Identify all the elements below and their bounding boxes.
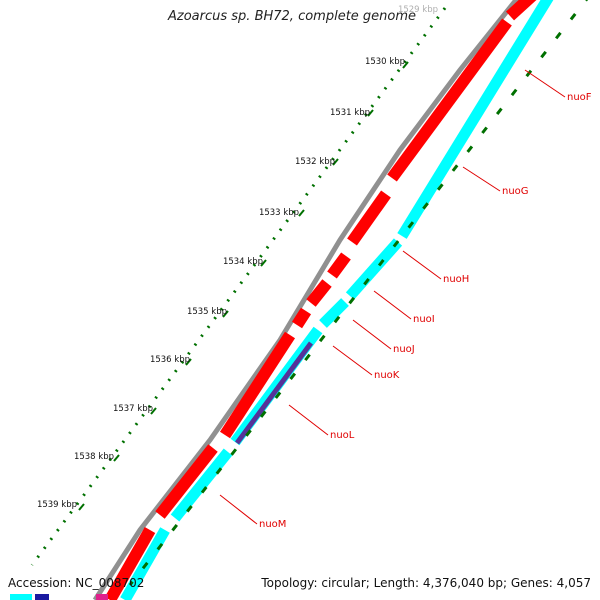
cds-forward-5 xyxy=(306,279,332,307)
forward-strand-track xyxy=(104,0,537,600)
genome-backbone xyxy=(92,0,520,600)
cds-reverse-3 xyxy=(319,298,349,328)
major-tick-1538 xyxy=(113,454,120,462)
cds-forward-2 xyxy=(387,18,512,182)
leader-nuoG xyxy=(462,166,501,192)
major-tick-1531 xyxy=(367,109,374,117)
cds-forward-3 xyxy=(347,190,391,246)
map-title: Azoarcus sp. BH72, complete genome xyxy=(168,9,417,24)
leader-nuoL xyxy=(288,404,329,436)
kbp-label-1533: 1533 kbp xyxy=(259,208,299,218)
leader-nuoJ xyxy=(352,319,392,350)
cds-forward-8 xyxy=(155,444,218,519)
gene-label-nuoF: nuoF xyxy=(567,92,592,103)
minor-tick-track xyxy=(128,0,589,586)
cds-forward-9 xyxy=(104,527,156,600)
major-tick-1536 xyxy=(185,358,192,366)
kbp-label-1534: 1534 kbp xyxy=(223,257,263,267)
inner-tick-line xyxy=(128,0,589,586)
major-tick-1533 xyxy=(298,209,305,217)
gene-label-nuoH: nuoH xyxy=(443,274,469,285)
leader-nuoF xyxy=(524,69,566,98)
cds-forward-4 xyxy=(327,252,351,279)
leader-nuoH xyxy=(402,250,442,280)
magenta-fragment xyxy=(96,594,108,600)
kbp-label-1535: 1535 kbp xyxy=(187,307,227,317)
kbp-label-1538: 1538 kbp xyxy=(74,452,114,462)
gene-label-nuoG: nuoG xyxy=(502,186,529,197)
gene-labels: nuoF nuoG nuoH nuoI nuoJ nuoK nuoL nuoM xyxy=(259,92,592,530)
kbp-labels: 1529 kbp 1530 kbp 1531 kbp 1532 kbp 1533… xyxy=(37,5,438,510)
dotted-scale-line xyxy=(30,7,447,566)
cds-reverse-5 xyxy=(170,448,233,522)
leader-nuoK xyxy=(332,345,373,376)
major-ticks xyxy=(78,61,409,511)
accession-text: Accession: NC_008702 xyxy=(8,576,145,590)
kbp-label-1530: 1530 kbp xyxy=(365,57,405,67)
major-tick-1539 xyxy=(78,503,85,511)
gene-label-nuoJ: nuoJ xyxy=(393,344,415,355)
kbp-label-1537: 1537 kbp xyxy=(113,404,153,414)
kbp-label-1536: 1536 kbp xyxy=(150,355,190,365)
kbp-label-1539: 1539 kbp xyxy=(37,500,77,510)
major-tick-1537 xyxy=(150,407,157,415)
cds-reverse-1 xyxy=(397,0,554,239)
cds-forward-7 xyxy=(219,331,296,439)
cds-forward-1 xyxy=(505,0,537,21)
gene-leader-lines xyxy=(219,69,566,525)
leader-nuoM xyxy=(219,494,258,525)
gene-label-nuoM: nuoM xyxy=(259,519,286,530)
major-tick-1532 xyxy=(332,158,339,166)
summary-text: Topology: circular; Length: 4,376,040 bp… xyxy=(261,576,591,590)
cds-reverse-2 xyxy=(345,238,403,300)
cyan-fragment xyxy=(10,594,32,600)
kbp-label-1532: 1532 kbp xyxy=(295,157,335,167)
major-tick-1530 xyxy=(402,61,409,69)
leader-nuoI xyxy=(373,290,412,320)
kbp-label-1531: 1531 kbp xyxy=(330,108,370,118)
major-tick-1535 xyxy=(222,310,229,318)
gene-label-nuoK: nuoK xyxy=(374,370,400,381)
kbp-label-1529: 1529 kbp xyxy=(398,5,438,15)
gene-label-nuoL: nuoL xyxy=(330,430,355,441)
feature-bar-dark xyxy=(234,341,314,445)
gene-label-nuoI: nuoI xyxy=(413,314,435,325)
kbp-tick-track xyxy=(30,7,447,566)
blue-fragment xyxy=(35,594,49,600)
major-tick-1534 xyxy=(260,259,267,267)
cds-forward-6 xyxy=(291,307,312,329)
